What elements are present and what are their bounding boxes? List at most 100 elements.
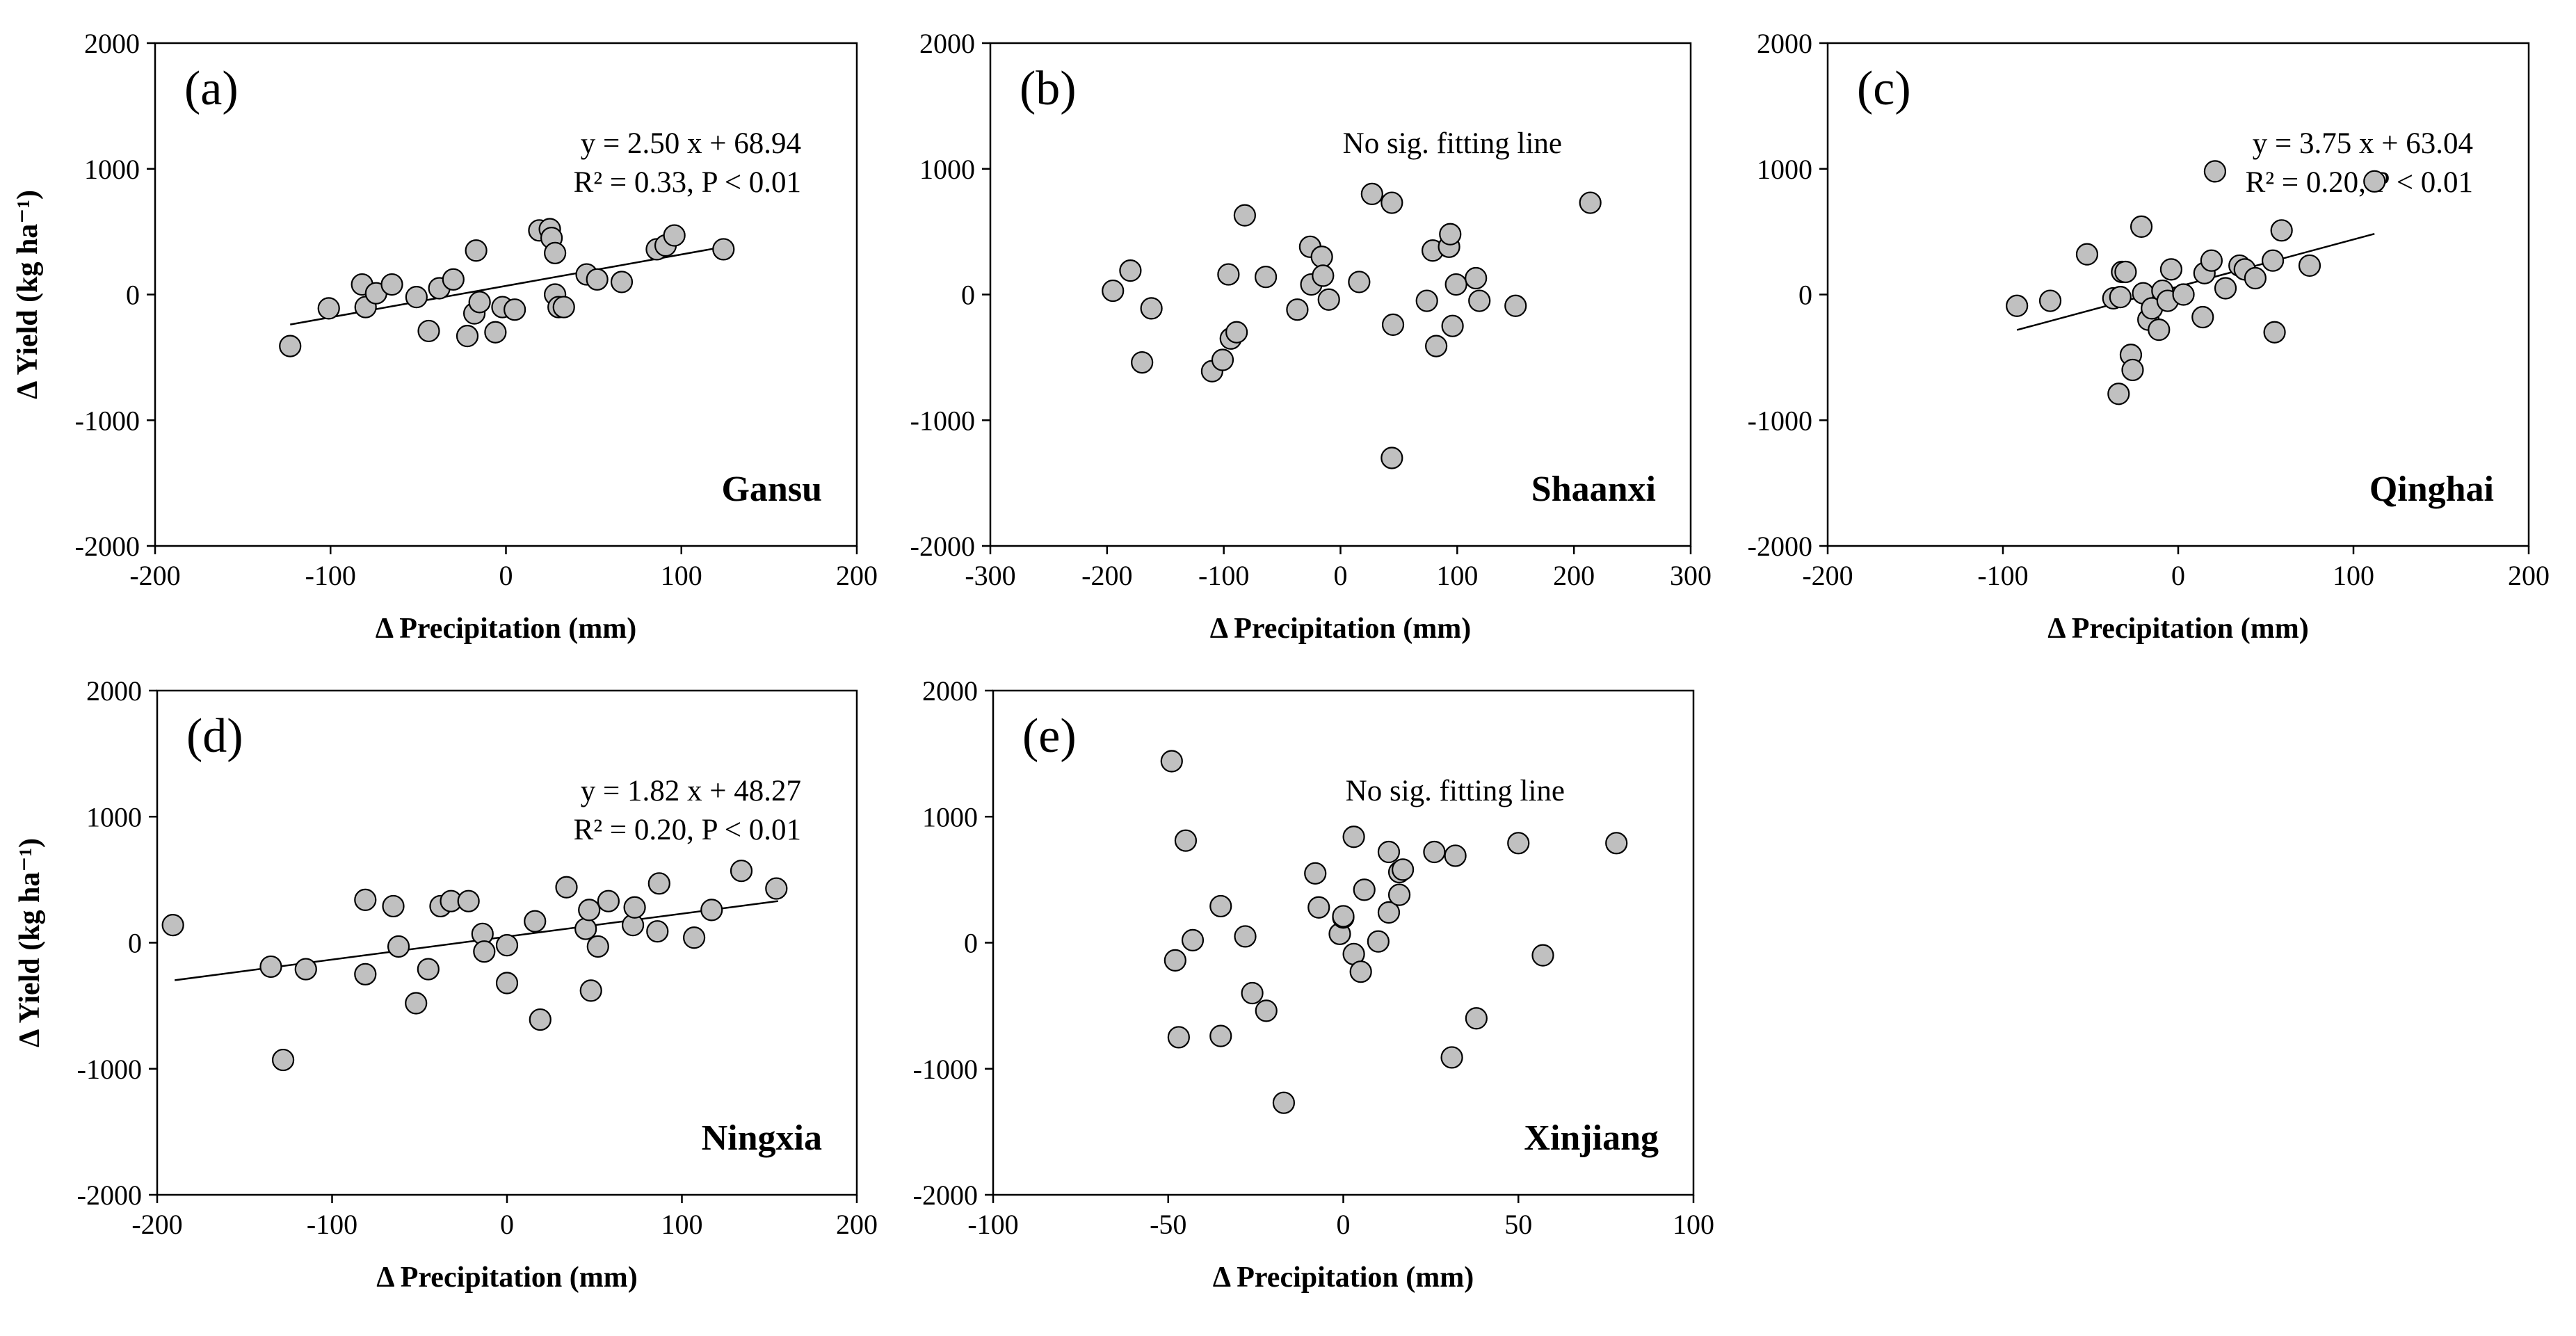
data-point [1181,928,1205,951]
data-point [279,335,302,357]
y-tick-label: -1000 [77,1054,142,1085]
regression-stats: R² = 0.20, P < 0.01 [574,814,801,846]
data-point [1131,351,1154,374]
y-tick-label: -1000 [910,405,975,436]
panel-letter: (e) [1022,709,1077,763]
data-point [1425,335,1448,357]
data-point [1380,191,1403,214]
data-point [473,940,496,963]
regression-equation: y = 2.50 x + 68.94 [581,127,801,160]
data-point [2006,294,2029,317]
y-tick-label: 1000 [919,154,975,185]
data-point [387,935,410,958]
data-point [380,273,403,296]
data-point [586,268,609,291]
regression-stats: R² = 0.20, P < 0.01 [2246,166,2473,199]
data-point [2214,277,2237,300]
x-axis-title: Δ Precipitation (mm) [376,613,636,645]
y-tick-label: 0 [128,928,142,959]
data-point [1380,446,1403,469]
y-tick-label: 0 [964,928,978,959]
x-tick-label: 0 [1334,560,1348,591]
x-tick-label: -50 [1150,1209,1186,1240]
x-tick-label: -200 [129,560,180,591]
data-point [1360,182,1383,205]
x-tick-label: 50 [1504,1209,1532,1240]
x-tick-label: 0 [1337,1209,1351,1240]
data-point [1349,960,1372,983]
y-tick-label: -2000 [1748,531,1812,562]
data-point [1119,259,1142,282]
data-point [1233,204,1256,227]
x-tick-label: -200 [1081,560,1132,591]
data-point [1241,981,1264,1005]
panel-letter: (a) [184,62,239,115]
data-point [1272,1091,1296,1114]
data-point [294,958,317,981]
data-point [2075,243,2099,266]
data-point [1353,878,1376,901]
data-point [2203,160,2227,183]
data-point [1444,844,1467,867]
x-tick-label: 200 [2508,560,2550,591]
x-tick-label: 300 [1670,560,1712,591]
data-point [544,241,567,264]
region-label: Shaanxi [1531,469,1656,509]
chart-panel-shaanxi: -300 -200 -100 0 100 200 300-2000-100001000200… [910,28,1712,645]
data-point [579,979,602,1002]
x-tick-label: 0 [500,1209,514,1240]
data-point [504,298,526,321]
data-point [1310,246,1333,268]
data-point [524,910,547,933]
y-axis-title: Δ Yield (kg ha⁻¹) [12,190,44,399]
x-tick-label: -100 [1977,560,2028,591]
data-point [1465,266,1488,290]
data-point [405,286,428,309]
data-point [2270,219,2293,242]
data-point [1415,289,1438,312]
regression-stats: R² = 0.33, P < 0.01 [574,166,801,199]
data-point [765,877,788,900]
y-tick-label: 0 [1798,280,1812,311]
data-point [646,920,669,943]
x-tick-label: 100 [2333,560,2374,591]
data-point [2159,258,2183,281]
data-point [1504,294,1527,317]
y-tick-label: -2000 [77,1180,142,1211]
y-tick-label: 1000 [922,801,978,832]
y-tick-label: -2000 [910,531,975,562]
data-point [2191,305,2214,329]
y-tick-label: 1000 [1757,154,1812,185]
x-tick-label: -200 [131,1209,182,1240]
x-tick-label: 100 [1673,1209,1714,1240]
data-point [417,958,440,981]
data-point [555,876,578,899]
data-point [2261,249,2285,272]
data-point [456,325,479,348]
y-tick-label: 2000 [1757,28,1812,59]
data-point [2200,249,2223,272]
data-point [2107,383,2130,405]
data-point [1342,826,1365,848]
data-point [468,291,491,314]
data-point [1423,840,1446,864]
x-tick-label: 100 [661,1209,703,1240]
data-point [259,955,282,979]
x-tick-label: 0 [499,560,513,591]
data-point [2121,358,2144,382]
x-tick-label: -100 [967,1209,1018,1240]
data-point [2244,266,2267,290]
data-point [417,319,440,343]
x-tick-label: 200 [836,560,878,591]
data-point [1164,949,1186,972]
y-tick-label: 2000 [84,28,140,59]
data-point [1377,901,1401,924]
region-label: Gansu [721,469,822,509]
y-tick-label: 2000 [922,675,978,707]
data-point [1531,944,1554,967]
data-point [1217,263,1240,286]
x-tick-label: -200 [1802,560,1853,591]
data-point [578,899,601,921]
